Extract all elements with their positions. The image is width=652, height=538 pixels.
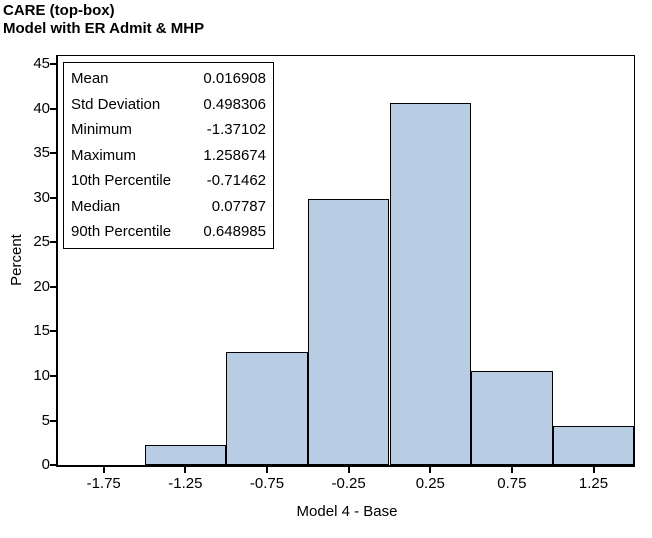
y-tick-mark [50, 107, 56, 110]
x-tick-mark [347, 467, 350, 473]
stat-row: Mean 0.016908 [71, 66, 266, 92]
histogram-bar [226, 351, 308, 465]
plot-frame [56, 55, 635, 467]
stat-row: Std Deviation 0.498306 [71, 92, 266, 118]
stat-row: Minimum -1.37102 [71, 117, 266, 143]
y-tick-mark [50, 241, 56, 244]
y-tick-mark [50, 63, 56, 66]
x-tick-mark [102, 467, 105, 473]
x-tick-label: -0.25 [331, 475, 366, 492]
y-tick-label: 5 [41, 411, 50, 429]
x-tick-label: -0.75 [249, 475, 285, 492]
y-tick-mark [50, 285, 56, 288]
x-tick-mark [266, 467, 268, 473]
x-tick-label: 1.25 [578, 475, 609, 492]
histogram-bar [389, 102, 472, 465]
stat-value: 0.648985 [203, 223, 266, 240]
stat-label: Mean [71, 70, 109, 87]
stat-label: Maximum [71, 146, 137, 164]
stat-row: 90th Percentile 0.648985 [71, 219, 266, 245]
y-tick-label: 0 [41, 456, 50, 473]
histogram-bar [144, 444, 227, 465]
y-tick-mark [50, 330, 56, 333]
x-tick-mark [592, 467, 595, 473]
y-tick-mark [50, 196, 56, 199]
stat-row: Maximum 1.258674 [71, 143, 266, 169]
stat-label: Median [71, 197, 121, 215]
stat-value: 0.07787 [211, 197, 266, 215]
x-tick-label: 0.75 [497, 475, 527, 492]
stat-value: -0.71462 [206, 172, 266, 189]
x-axis-label: Model 4 - Base [296, 503, 398, 520]
y-tick-label: 30 [33, 188, 50, 206]
y-tick-label: 15 [33, 322, 50, 340]
stats-box: Mean 0.016908 Std Deviation 0.498306 Minimum… [63, 62, 274, 249]
stat-label: Minimum [71, 121, 132, 138]
histogram-bar [307, 198, 390, 465]
y-tick-mark [50, 419, 56, 422]
stat-value: 1.258674 [203, 146, 266, 164]
title-block: CARE (top-box) Model with ER Admit & MHP [3, 2, 204, 38]
y-tick-mark [50, 152, 56, 155]
y-axis-label: Percent [8, 234, 25, 286]
stat-value: -1.37102 [206, 121, 266, 138]
stat-row: Median 0.07787 [71, 194, 266, 220]
y-tick-label: 35 [33, 144, 50, 162]
x-tick-mark [429, 467, 432, 473]
stat-label: 10th Percentile [71, 172, 172, 189]
chart-title: CARE (top-box) [3, 2, 115, 19]
y-tick-label: 25 [33, 233, 50, 251]
y-tick-label: 40 [33, 99, 50, 117]
y-tick-mark [50, 374, 56, 377]
x-tick-mark [184, 467, 187, 473]
stat-value: 0.016908 [203, 70, 266, 87]
y-tick-mark [50, 464, 56, 466]
stat-row: 10th Percentile -0.71462 [71, 168, 266, 194]
x-tick-mark [510, 467, 513, 473]
chart-subtitle: Model with ER Admit & MHP [3, 20, 205, 37]
x-tick-label: -1.25 [168, 475, 203, 492]
stat-value: 0.498306 [203, 95, 266, 113]
y-tick-label: 10 [33, 366, 50, 384]
x-tick-label: -1.75 [86, 475, 121, 492]
x-tick-label: 0.25 [415, 475, 445, 492]
y-tick-label: 45 [33, 55, 50, 73]
stat-label: 90th Percentile [71, 223, 172, 240]
y-tick-label: 20 [33, 277, 50, 295]
histogram-bar [552, 425, 635, 465]
histogram-bar [471, 370, 553, 465]
stat-label: Std Deviation [71, 95, 161, 113]
